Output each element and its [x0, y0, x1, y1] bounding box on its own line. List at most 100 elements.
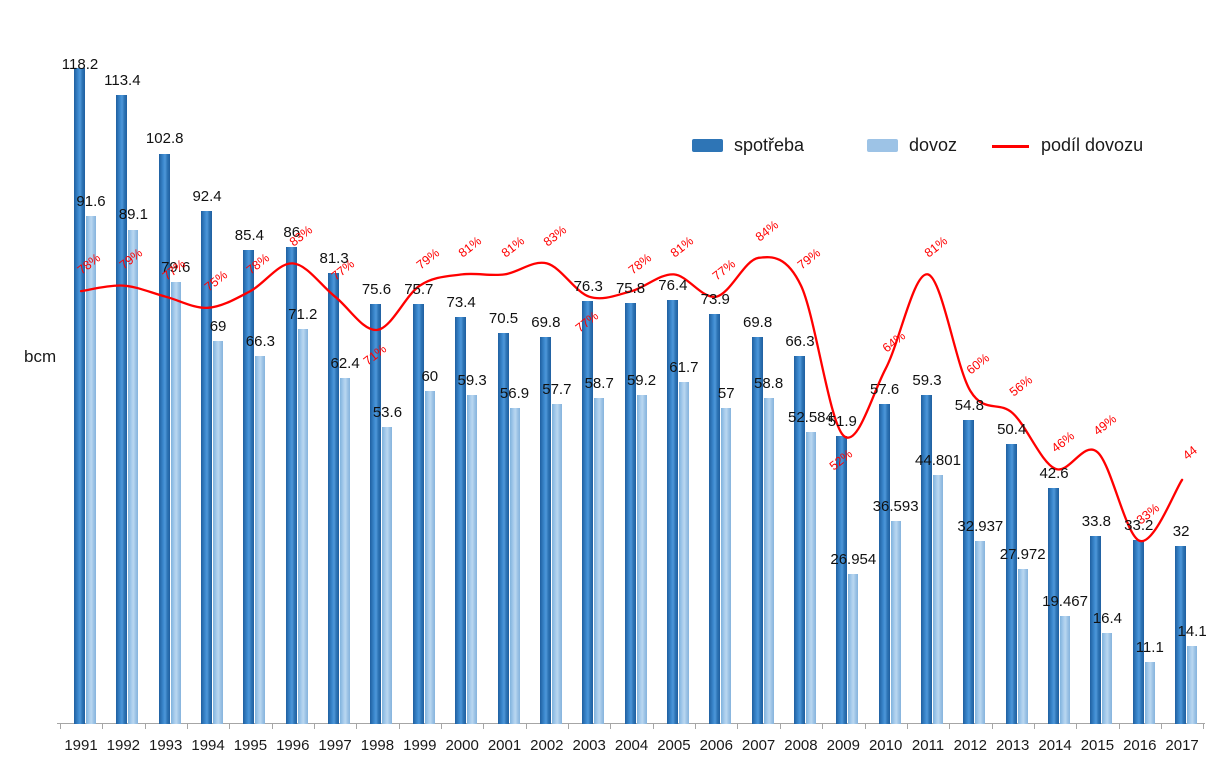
bar-label-dovoz: 26.954	[830, 551, 877, 568]
bar-spotreba	[1005, 444, 1017, 724]
x-axis-tick	[568, 724, 569, 729]
year-label: 2017	[1165, 737, 1199, 754]
bar-dovoz	[213, 341, 224, 724]
x-axis-tick	[525, 724, 527, 729]
year-label: 2002	[530, 737, 564, 754]
pct-label-podil-dovozu: 81%	[667, 233, 697, 261]
pct-label-podil-dovozu: 84%	[752, 217, 782, 245]
bar-label-spotreba: 42.6	[1039, 465, 1069, 482]
year-label: 2012	[953, 737, 988, 754]
bar-label-spotreba: 70.5	[488, 310, 519, 327]
bar-label-spotreba: 57.6	[870, 381, 900, 398]
x-axis-tick	[610, 724, 612, 729]
pct-label-podil-dovozu: 49%	[1090, 411, 1120, 439]
x-axis-tick	[102, 724, 104, 729]
x-axis-tick	[483, 724, 485, 729]
bar-label-spotreba: 66.3	[785, 333, 815, 350]
bar-spotreba	[328, 272, 340, 724]
x-axis-tick	[1033, 724, 1035, 729]
bar-label-spotreba: 102.8	[145, 130, 184, 147]
bar-dovoz	[509, 408, 520, 724]
bar-dovoz	[890, 520, 901, 724]
bar-label-dovoz: 59.2	[626, 372, 657, 389]
bar-label-dovoz: 62.4	[330, 355, 360, 372]
bar-dovoz	[678, 381, 689, 724]
x-axis-tick	[271, 724, 273, 729]
bar-label-dovoz: 32.937	[957, 518, 1004, 535]
bar-spotreba	[836, 436, 848, 724]
bar-label-spotreba: 75.7	[404, 281, 434, 298]
bar-label-spotreba: 69.8	[742, 314, 773, 331]
bar-label-spotreba: 76.3	[573, 278, 603, 295]
x-axis-tick	[652, 724, 654, 729]
bar-dovoz	[975, 541, 986, 724]
bar-label-spotreba: 86	[283, 224, 301, 241]
bar-spotreba	[963, 419, 975, 724]
bar-label-spotreba: 92.4	[192, 188, 222, 205]
year-label: 2014	[1038, 737, 1072, 754]
x-axis-tick	[1118, 724, 1120, 729]
x-axis-tick	[949, 724, 951, 729]
bar-label-dovoz: 11.1	[1135, 639, 1164, 656]
bar-dovoz	[1017, 568, 1028, 724]
pct-label-podil-dovozu: 56%	[1006, 372, 1036, 400]
bar-spotreba	[158, 153, 170, 724]
bar-label-spotreba: 73.9	[700, 291, 730, 308]
bar-spotreba	[1132, 539, 1144, 724]
bar-label-dovoz: 57.7	[542, 381, 572, 398]
bar-label-dovoz: 57	[717, 385, 735, 402]
bar-dovoz	[551, 403, 562, 724]
bar-label-spotreba: 32	[1172, 523, 1190, 540]
pct-label-podil-dovozu: 64%	[879, 328, 909, 356]
year-label: 2011	[911, 737, 945, 754]
x-axis-tick	[59, 724, 61, 729]
x-axis-tick	[779, 724, 781, 729]
x-axis-tick	[906, 724, 908, 729]
bar-label-dovoz: 89.1	[118, 206, 148, 223]
year-label: 1998	[360, 737, 395, 754]
x-axis-tick	[398, 724, 400, 729]
bar-dovoz	[848, 574, 859, 724]
x-axis-tick	[1203, 724, 1205, 729]
bar-dovoz	[805, 432, 816, 724]
year-label: 2000	[445, 737, 479, 754]
x-axis-tick	[186, 724, 188, 729]
bar-dovoz	[86, 215, 96, 724]
pct-label-podil-dovozu: 79%	[413, 245, 443, 273]
pct-label-podil-dovozu: 81%	[921, 233, 951, 261]
year-label: 1993	[149, 737, 183, 754]
bar-spotreba	[116, 94, 128, 724]
pct-label-podil-dovozu: 46%	[1048, 428, 1078, 456]
x-axis-tick	[864, 724, 866, 729]
bar-label-spotreba: 113.4	[104, 72, 141, 89]
x-axis-tick	[737, 724, 739, 729]
bar-spotreba	[582, 300, 594, 724]
pct-label-podil-dovozu: 44	[1180, 443, 1200, 463]
year-label: 2005	[657, 737, 691, 754]
x-axis-tick	[144, 724, 146, 729]
bar-label-dovoz: 53.6	[372, 404, 403, 421]
bar-dovoz	[1187, 645, 1198, 724]
bar-dovoz	[636, 395, 647, 724]
bar-label-dovoz: 58.7	[584, 375, 614, 392]
year-label: 2010	[868, 737, 903, 754]
bar-dovoz	[340, 377, 351, 724]
x-axis-tick	[822, 724, 824, 729]
x-axis-tick	[1160, 724, 1162, 729]
pct-label-podil-dovozu: 78%	[625, 250, 655, 278]
bar-label-dovoz: 56.9	[499, 385, 530, 402]
bar-label-spotreba: 50.4	[997, 421, 1027, 438]
year-label: 2016	[1123, 737, 1157, 754]
bar-label-spotreba: 69.8	[531, 314, 561, 331]
legend-swatch-dovoz	[867, 139, 898, 152]
bar-label-dovoz: 27.972	[999, 546, 1046, 563]
bar-dovoz	[255, 356, 266, 724]
year-label: 2004	[614, 737, 649, 754]
pct-label-podil-dovozu: 60%	[963, 350, 993, 378]
pct-label-podil-dovozu: 83%	[540, 222, 570, 250]
y-axis-unit-label: bcm	[24, 347, 57, 366]
bar-label-dovoz: 69	[209, 318, 227, 335]
bar-spotreba	[709, 313, 721, 724]
year-label: 2009	[826, 737, 860, 754]
